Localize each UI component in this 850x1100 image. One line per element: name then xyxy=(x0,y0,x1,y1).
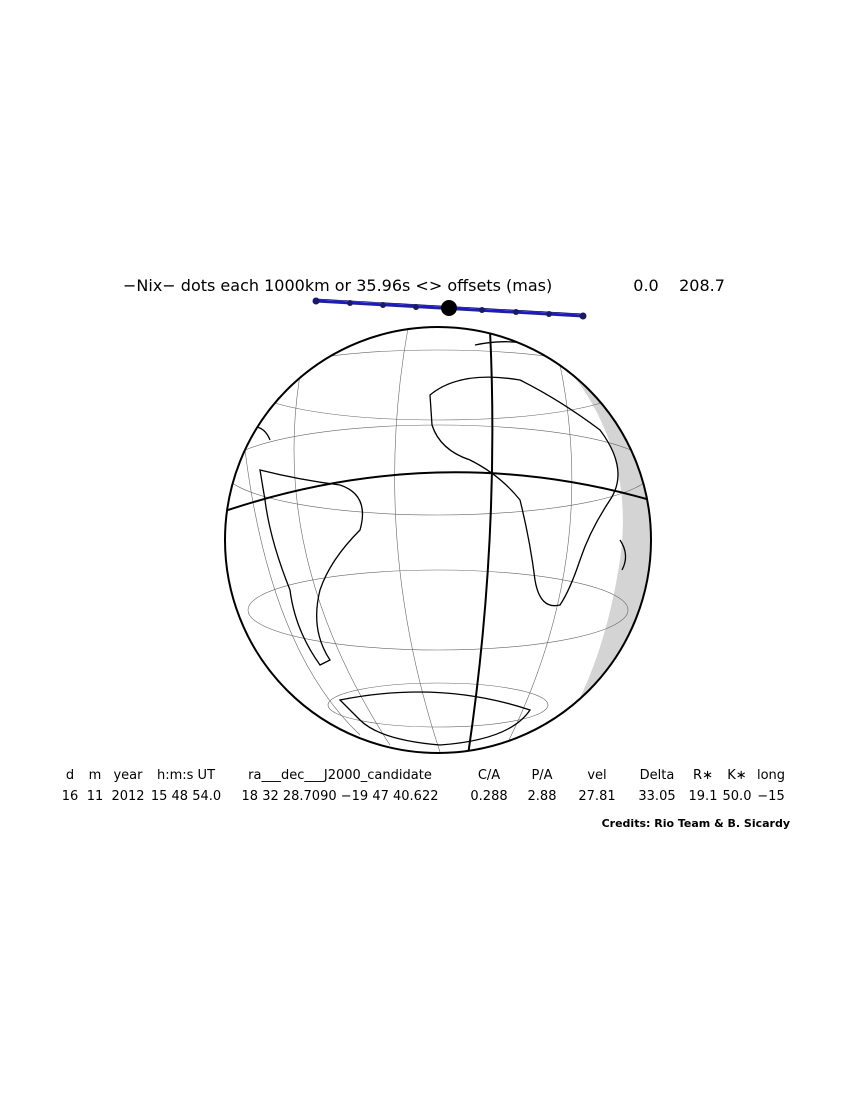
column-header: R∗ xyxy=(693,768,713,783)
cell: 18 32 28.7090 −19 47 40.622 xyxy=(242,789,439,804)
offset-y: 208.7 xyxy=(679,276,725,295)
cell: 11 xyxy=(87,789,104,804)
cell: −15 xyxy=(757,789,784,804)
track xyxy=(312,297,587,320)
cell: 2.88 xyxy=(528,789,557,804)
column-header: d xyxy=(66,768,74,783)
cell: 19.1 xyxy=(689,789,718,804)
column-header: P/A xyxy=(531,768,552,783)
column-header: C/A xyxy=(478,768,500,783)
column-header: long xyxy=(757,768,785,783)
cell: 27.81 xyxy=(578,789,615,804)
event-table: d m year h:m:s UT ra___dec___J2000_candidate… xyxy=(62,768,785,804)
column-header: year xyxy=(113,768,143,783)
column-header: K∗ xyxy=(727,768,746,783)
credits: Credits: Rio Team & B. Sicardy xyxy=(602,817,790,830)
column-header: m xyxy=(89,768,102,783)
cell: 33.05 xyxy=(638,789,675,804)
column-header: ra___dec___J2000_candidate xyxy=(248,768,432,783)
map-title: −Nix− dots each 1000km or 35.96s <> offs… xyxy=(123,276,552,295)
cell: 2012 xyxy=(111,789,144,804)
cell: 15 48 54.0 xyxy=(151,789,221,804)
column-header: Delta xyxy=(640,768,675,783)
column-header: vel xyxy=(587,768,606,783)
globe xyxy=(224,326,652,754)
column-header: h:m:s UT xyxy=(157,768,215,783)
cell: 16 xyxy=(62,789,79,804)
cell: 50.0 xyxy=(723,789,752,804)
cell: 0.288 xyxy=(470,789,507,804)
offset-x: 0.0 xyxy=(633,276,658,295)
